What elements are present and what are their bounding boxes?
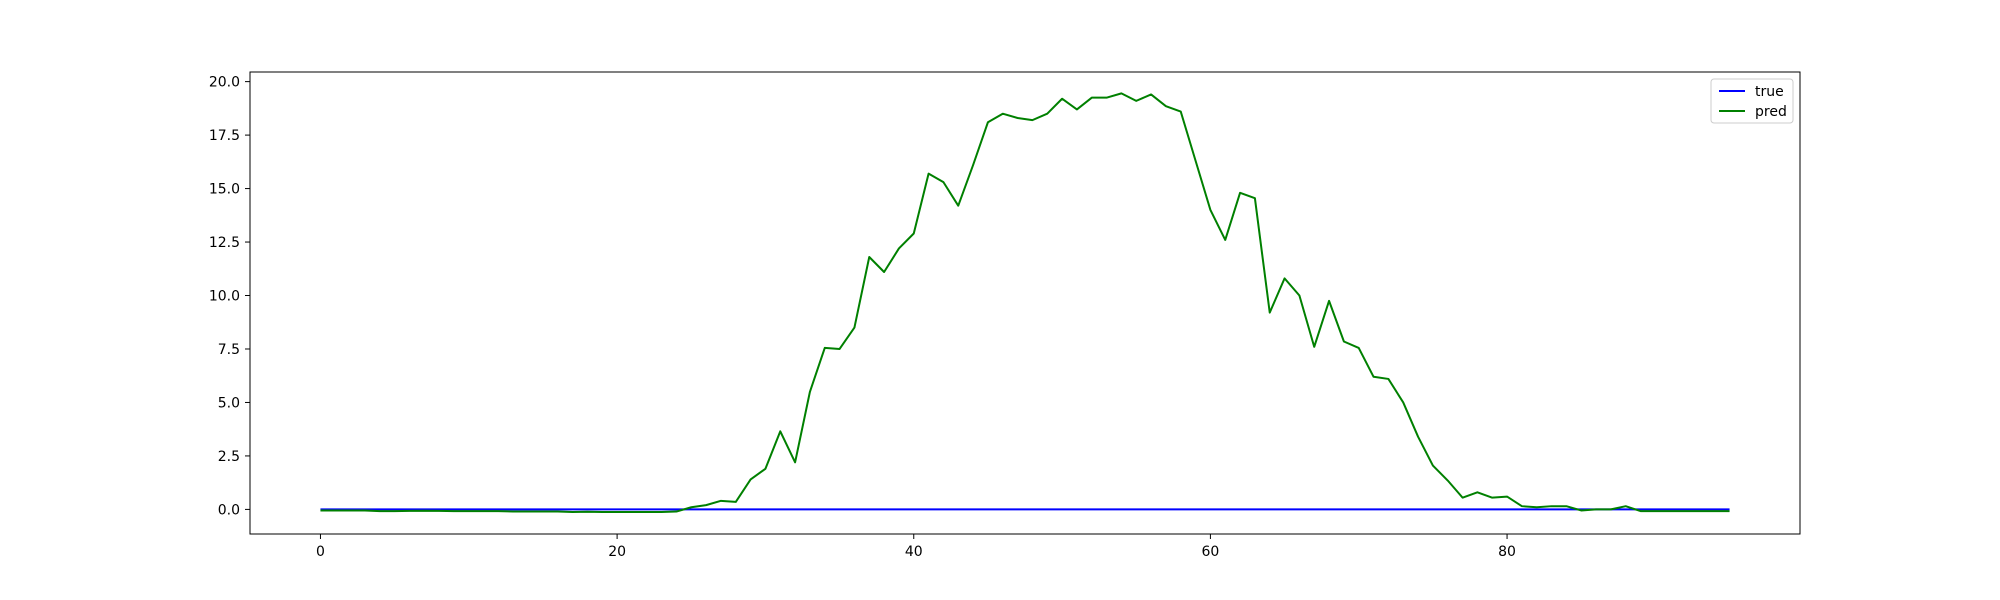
x-tick-label: 80 <box>1498 544 1516 560</box>
y-tick-label: 12.5 <box>209 235 240 251</box>
series-line-pred <box>320 92 1730 513</box>
x-tick-label: 40 <box>905 544 923 560</box>
y-tick-label: 10.0 <box>209 289 240 305</box>
x-tick-label: 60 <box>1201 544 1219 560</box>
y-axis: 0.0 2.5 5.0 7.5 10.0 12.5 15.0 17.5 20.0 <box>209 75 250 518</box>
x-tick-label: 0 <box>316 544 325 560</box>
y-tick-label: 17.5 <box>209 128 240 144</box>
series-layer <box>320 92 1730 513</box>
plot-frame <box>249 71 1801 535</box>
y-tick-label: 5.0 <box>218 395 240 411</box>
x-tick-label: 20 <box>608 544 626 560</box>
legend-label-pred: pred <box>1755 104 1787 120</box>
legend-label-true: true <box>1755 84 1784 100</box>
y-tick-label: 0.0 <box>218 502 240 518</box>
x-axis: 0 20 40 60 80 <box>316 534 1516 560</box>
y-tick-label: 15.0 <box>209 182 240 198</box>
y-tick-label: 2.5 <box>218 449 240 465</box>
y-tick-label: 7.5 <box>218 342 240 358</box>
legend: true pred <box>1710 78 1794 124</box>
y-tick-label: 20.0 <box>209 75 240 91</box>
